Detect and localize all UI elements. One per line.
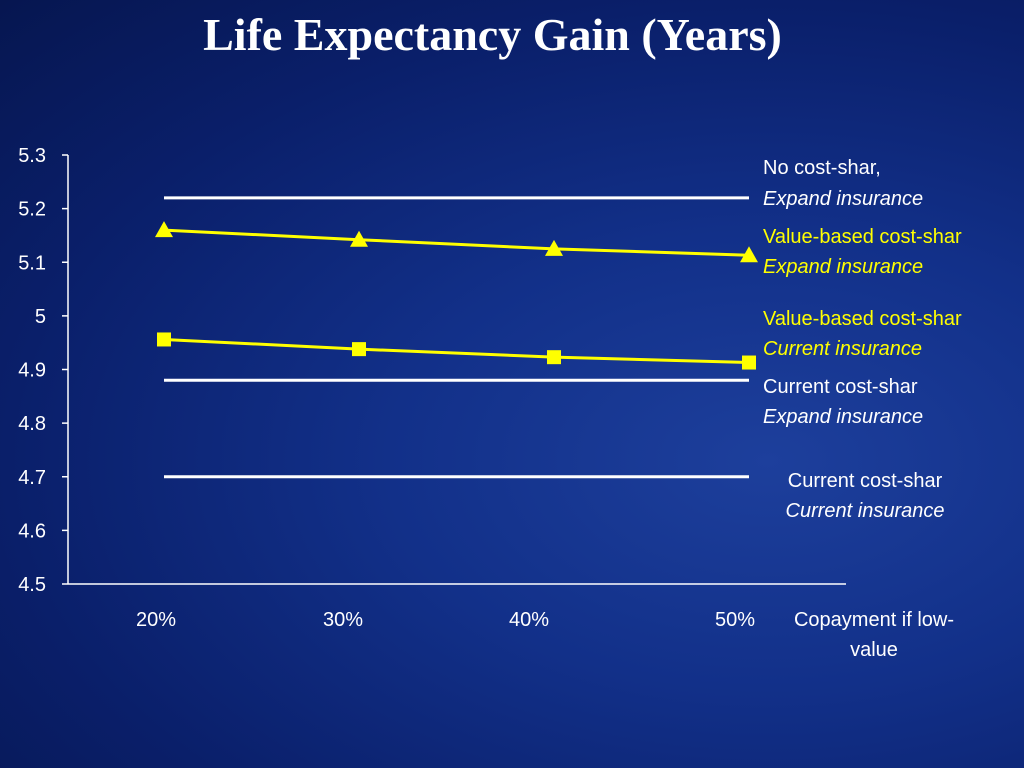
series-3-square-point: [352, 342, 366, 357]
y-tick-label: 5.2: [18, 199, 46, 221]
series-1-label: No cost-shar,: [763, 157, 881, 179]
series-2-triangle-point: [740, 246, 758, 263]
series-4-label-line2: Expand insurance: [763, 406, 923, 428]
series-5-label: Current cost-shar: [788, 470, 943, 492]
series-3-square-point: [742, 355, 756, 370]
series-2-triangle-point: [350, 230, 368, 247]
series-3-line: [163, 337, 750, 365]
series-2-label: Value-based cost-shar: [763, 226, 962, 248]
x-tick-label: 40%: [509, 609, 549, 631]
y-tick-label: 5.3: [18, 145, 46, 167]
series-2-line: [163, 228, 750, 257]
series-3-label: Value-based cost-shar: [763, 308, 962, 330]
y-tick-label: 5: [35, 306, 46, 328]
series-5-label-line2: Current insurance: [786, 500, 945, 522]
series-2-label-line2: Expand insurance: [763, 256, 923, 278]
y-tick-label: 4.8: [18, 413, 46, 435]
y-tick-label: 4.5: [18, 574, 46, 596]
x-tick-label: 30%: [323, 609, 363, 631]
x-axis-label: Copayment if low-: [794, 609, 954, 631]
series-2-triangle-point: [155, 221, 173, 238]
series-3-square-point: [547, 350, 561, 365]
x-axis-label-line2: value: [850, 639, 898, 661]
x-tick-label: 20%: [136, 609, 176, 631]
y-tick-label: 4.9: [18, 360, 46, 382]
series-1-label-line2: Expand insurance: [763, 188, 923, 210]
slide-title: Life Expectancy Gain (Years): [203, 9, 782, 60]
series-3-label-line2: Current insurance: [763, 338, 922, 360]
series-2-triangle-point: [545, 239, 563, 256]
y-tick-label: 4.7: [18, 467, 46, 489]
y-tick-label: 5.1: [18, 252, 46, 274]
series-4-label: Current cost-shar: [763, 376, 918, 398]
x-tick-label: 50%: [715, 609, 755, 631]
y-tick-label: 4.6: [18, 520, 46, 542]
series-3-square-point: [157, 332, 171, 347]
